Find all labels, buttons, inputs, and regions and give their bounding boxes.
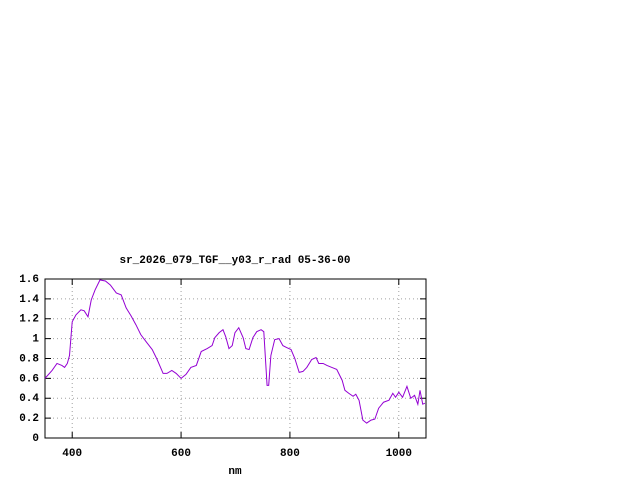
- data-line: [44, 279, 426, 424]
- y-tick-label: 0.2: [19, 413, 39, 425]
- y-tick-label: 1.4: [19, 294, 39, 306]
- x-tick-label: 600: [171, 448, 191, 460]
- x-tick-label: 1000: [386, 448, 412, 460]
- y-tick-label: 1.6: [19, 274, 39, 286]
- y-tick-label: 1: [32, 334, 39, 346]
- chart-title: sr_2026_079_TGF__y03_r_rad 05-36-00: [119, 255, 350, 267]
- plot-frame: [44, 278, 427, 439]
- y-tick-label: 1.2: [19, 314, 39, 326]
- y-tick-label: 0: [32, 433, 39, 445]
- y-tick-label: 0.4: [19, 393, 39, 405]
- y-tick-label: 0.8: [19, 353, 39, 365]
- x-tick-label: 800: [280, 448, 300, 460]
- x-axis-label: nm: [228, 466, 242, 478]
- y-tick-label: 0.6: [19, 373, 39, 385]
- x-tick-label: 400: [62, 448, 82, 460]
